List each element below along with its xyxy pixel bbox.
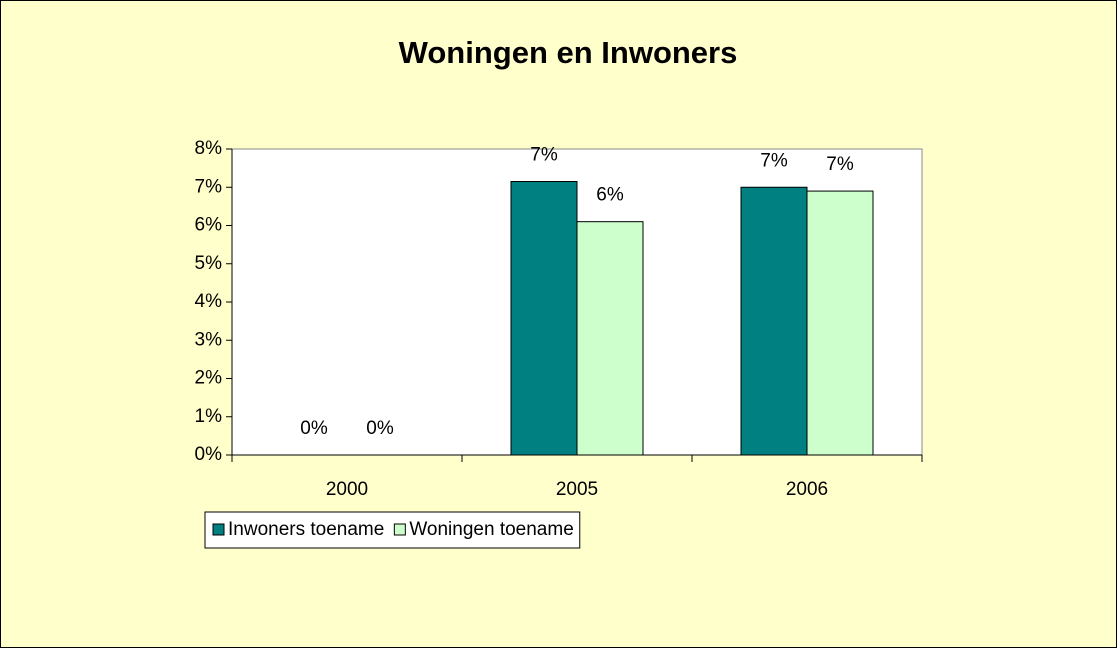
y-tick-label: 8%	[195, 138, 223, 159]
x-tick-label: 2005	[556, 479, 598, 500]
legend-swatch	[393, 523, 406, 536]
bar	[806, 190, 874, 456]
chart-title: Woningen en Inwoners	[399, 35, 738, 70]
x-tick-label: 2006	[786, 479, 828, 500]
y-tick-label: 6%	[195, 215, 223, 236]
legend-swatch	[212, 523, 225, 536]
y-tick-label: 7%	[195, 176, 223, 197]
y-tick-label: 3%	[195, 329, 223, 350]
y-tick-label: 4%	[195, 291, 223, 312]
y-tick-label: 1%	[195, 406, 223, 427]
data-label: 6%	[596, 185, 624, 206]
data-label: 7%	[760, 150, 788, 171]
legend	[204, 511, 581, 549]
bar	[740, 186, 808, 456]
y-tick-label: 5%	[195, 253, 223, 274]
x-tick-label: 2000	[326, 479, 368, 500]
bar	[510, 181, 578, 456]
legend-label: Inwoners toename	[228, 519, 384, 540]
data-label: 0%	[300, 418, 328, 439]
y-tick-label: 2%	[195, 368, 223, 389]
legend-label: Woningen toename	[409, 519, 573, 540]
y-tick-label: 0%	[195, 444, 223, 465]
bar	[576, 221, 644, 456]
data-label: 7%	[826, 154, 854, 175]
data-label: 0%	[366, 418, 394, 439]
data-label: 7%	[530, 145, 558, 166]
